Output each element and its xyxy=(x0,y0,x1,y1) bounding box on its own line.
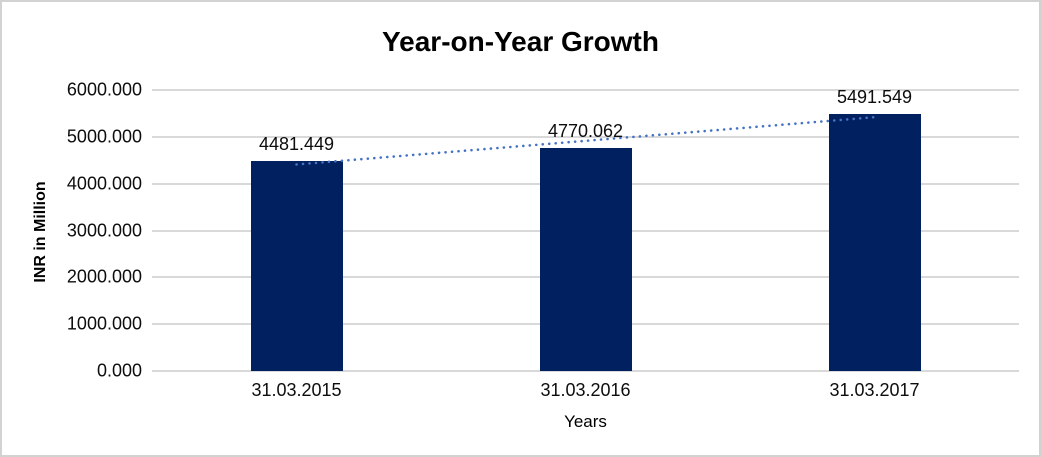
y-tick-label: 4000.000 xyxy=(66,173,142,194)
data-label: 5491.549 xyxy=(836,86,913,107)
bar xyxy=(828,113,921,371)
x-tick-label: 31.03.2015 xyxy=(251,380,342,400)
x-tick-label: 31.03.2016 xyxy=(540,380,631,400)
gridline xyxy=(152,89,1019,91)
y-tick-label: 0.000 xyxy=(96,360,142,381)
x-tick-label: 31.03.2017 xyxy=(829,380,920,400)
x-axis-title: Years xyxy=(564,412,607,431)
data-label: 4481.449 xyxy=(258,134,335,155)
data-label: 4770.062 xyxy=(547,120,624,141)
gridline xyxy=(152,370,1019,372)
chart-title: Year-on-Year Growth xyxy=(382,26,659,57)
bar xyxy=(250,161,343,371)
y-tick-label: 2000.000 xyxy=(66,266,142,287)
bar xyxy=(539,147,632,371)
y-tick-label: 5000.000 xyxy=(66,126,142,147)
y-tick-label: 6000.000 xyxy=(66,79,142,100)
y-tick-label: 1000.000 xyxy=(66,313,142,334)
y-tick-label: 3000.000 xyxy=(66,220,142,240)
